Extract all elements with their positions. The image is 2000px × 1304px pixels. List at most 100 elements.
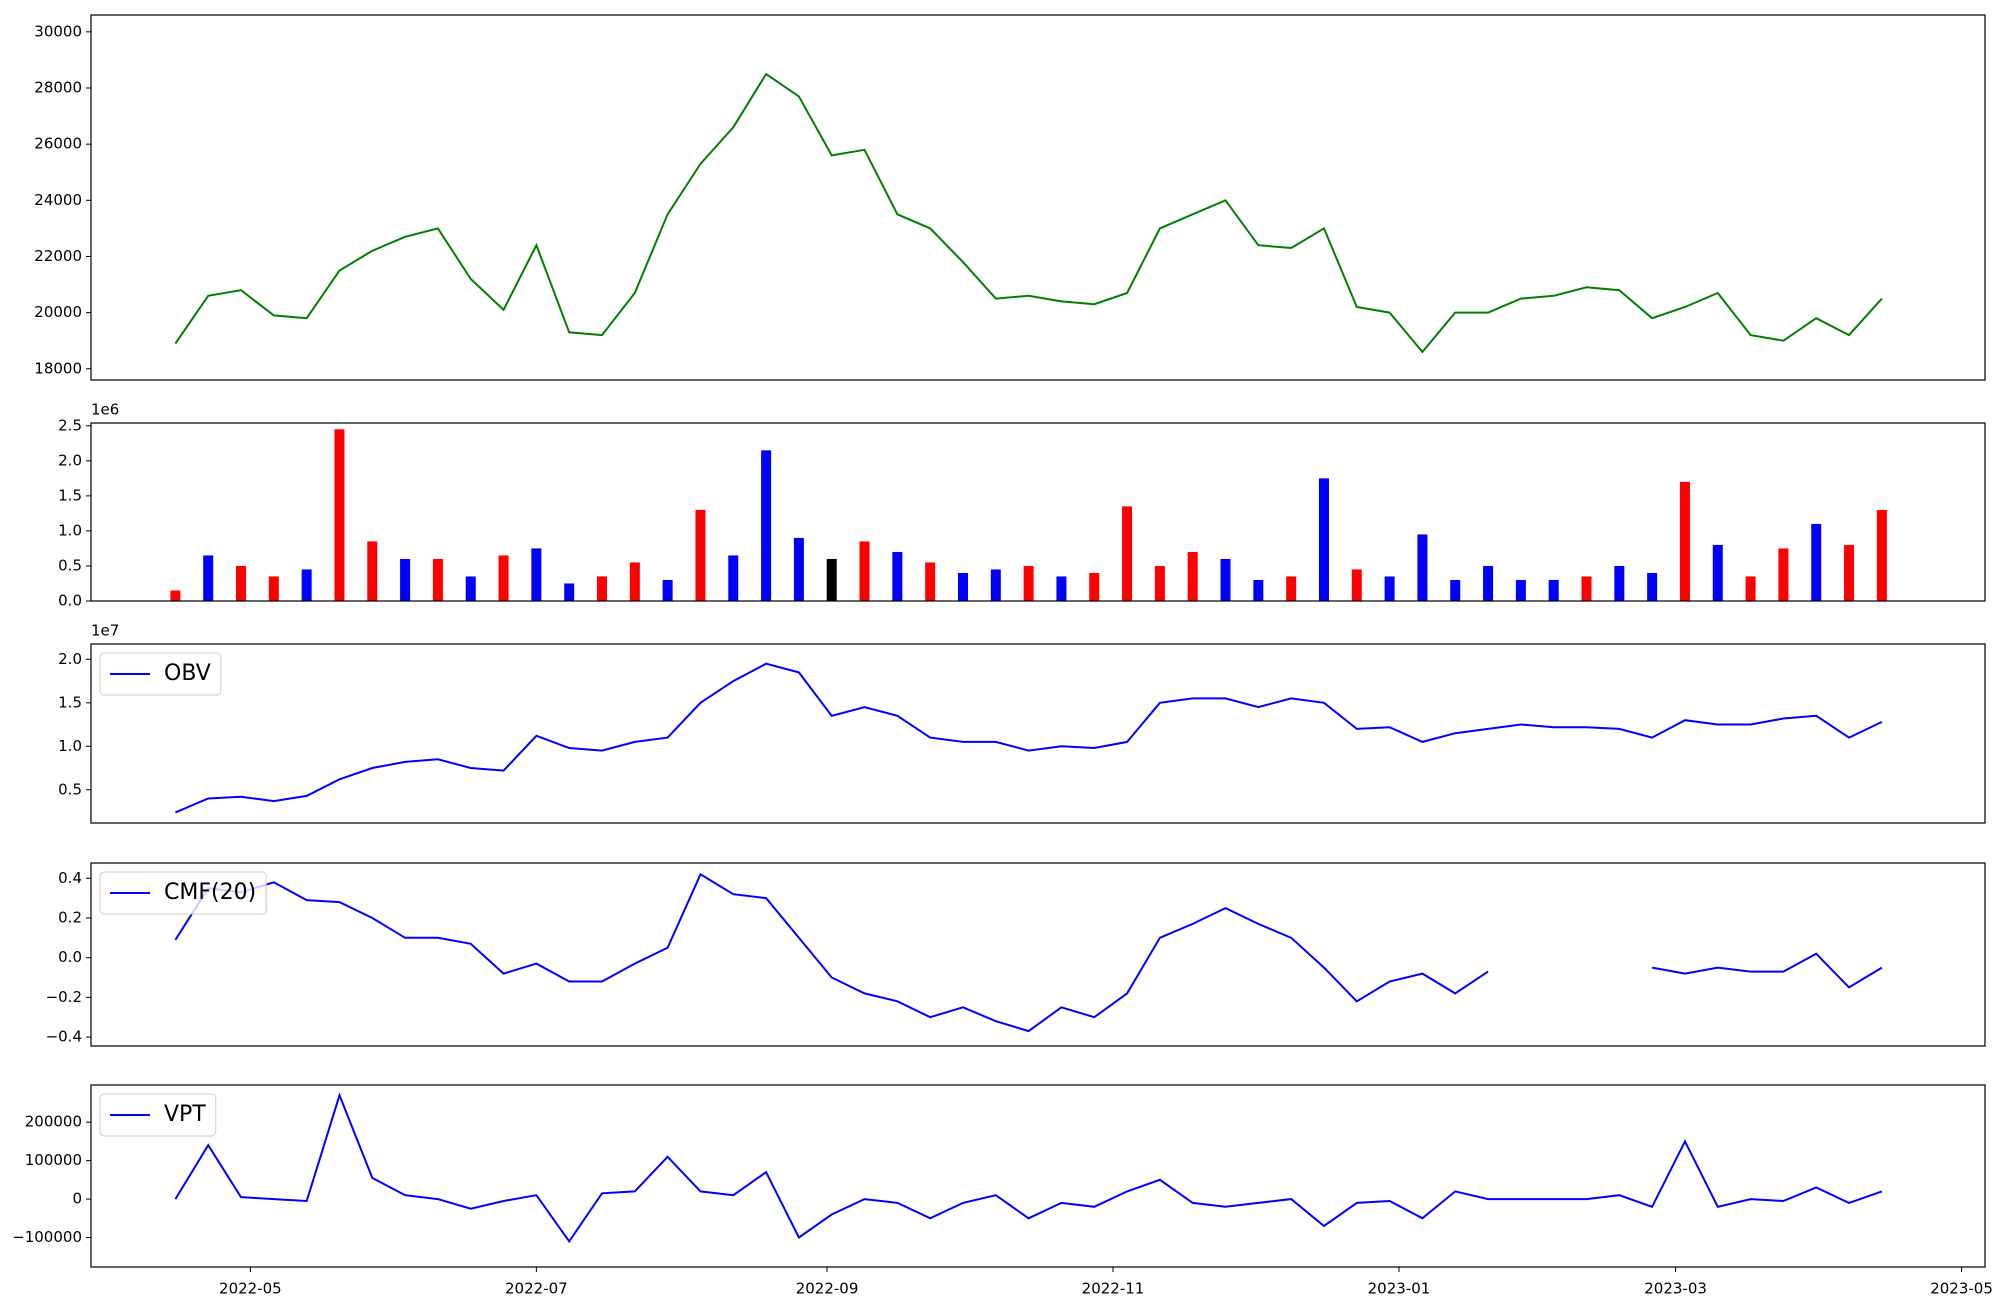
volume-bar	[564, 583, 575, 601]
legend-label: CMF(20)	[164, 880, 256, 905]
volume-bar	[1548, 579, 1559, 601]
y-tick-label: 20000	[34, 303, 82, 321]
volume-bar	[793, 537, 804, 601]
volume-bar	[498, 555, 509, 601]
volume-bar	[728, 555, 739, 601]
volume-bar	[1417, 534, 1428, 601]
x-tick-label: 2022-07	[505, 1280, 568, 1298]
volume-bar	[1056, 576, 1067, 601]
volume-bar	[1384, 576, 1395, 601]
x-tick-label: 2022-05	[219, 1280, 282, 1298]
legend-box	[99, 1093, 217, 1137]
y-tick-label: −100000	[12, 1228, 82, 1246]
y-tick-label: 0.2	[58, 908, 82, 926]
volume-bar	[925, 562, 936, 601]
volume-bar	[236, 565, 247, 601]
volume-bar	[1220, 558, 1231, 601]
volume-bar	[859, 541, 870, 601]
volume-bar	[1253, 579, 1264, 601]
volume-bar	[1089, 572, 1100, 601]
volume-bar	[1876, 509, 1887, 601]
y-tick-label: 30000	[34, 22, 82, 40]
volume-bar	[826, 558, 837, 601]
panel: −0.4 −0.2 0.0 0.2 0.4 CMF(20)	[46, 862, 1986, 1047]
legend-label: OBV	[164, 661, 211, 686]
x-tick-label: 2022-11	[1082, 1280, 1145, 1298]
volume-bar	[1154, 565, 1165, 601]
volume-bar	[662, 579, 673, 601]
y-tick-label: 2.0	[58, 451, 82, 469]
volume-bar	[1778, 548, 1789, 601]
series-line	[174, 872, 1883, 1033]
x-tick-label: 2023-01	[1368, 1280, 1431, 1298]
axis-offset-label: 1e7	[91, 622, 119, 640]
x-tick-label: 2023-03	[1644, 1280, 1707, 1298]
legend: VPT	[99, 1093, 217, 1137]
y-tick-label: 26000	[34, 135, 82, 153]
y-tick-label: 1.5	[58, 486, 82, 504]
y-tick-label: 0.5	[58, 556, 82, 574]
y-tick-label: 0.4	[58, 869, 82, 887]
volume-bar	[268, 576, 279, 601]
y-tick-label: 24000	[34, 191, 82, 209]
volume-bar	[761, 450, 772, 601]
volume-bar	[990, 569, 1001, 601]
volume-bar	[170, 590, 181, 601]
y-tick-label: 0	[72, 1190, 82, 1208]
series-line	[175, 662, 1883, 814]
series-line	[174, 1092, 1883, 1244]
panel: 0.0 0.5 1.0 1.5 2.0 2.5 1e6	[58, 401, 1986, 610]
volume-bar	[465, 576, 476, 601]
axes-frame	[90, 862, 1986, 1047]
y-tick-label: 18000	[34, 359, 82, 377]
y-tick-label: 2.0	[58, 650, 82, 668]
y-tick-label: 1.5	[58, 693, 82, 711]
legend: CMF(20)	[99, 871, 267, 915]
volume-bar	[1712, 544, 1723, 601]
volume-bar	[1581, 576, 1592, 601]
y-tick-label: 100000	[25, 1151, 82, 1169]
volume-bar	[957, 572, 968, 601]
volume-bar	[1647, 572, 1658, 601]
axes-frame	[90, 422, 1986, 602]
y-tick-label: 28000	[34, 79, 82, 97]
panel: 0.5 1.0 1.5 2.0 1e7 OBV	[58, 622, 1986, 824]
volume-bar	[1351, 569, 1362, 601]
series-line	[174, 72, 1883, 354]
volume-bar	[1286, 576, 1297, 601]
y-tick-label: −0.2	[46, 988, 82, 1006]
volume-bar	[1023, 565, 1034, 601]
y-tick-label: 200000	[25, 1113, 82, 1131]
y-tick-label: −0.4	[46, 1028, 82, 1046]
y-tick-label: 1.0	[58, 521, 82, 539]
volume-bar	[432, 558, 443, 601]
x-tick-label: 2022-09	[796, 1280, 859, 1298]
y-tick-label: 1.0	[58, 737, 82, 755]
volume-bar	[1515, 579, 1526, 601]
volume-bar	[1318, 478, 1329, 601]
legend-box	[99, 652, 222, 696]
volume-bar	[1483, 565, 1494, 601]
volume-bar	[1679, 481, 1690, 601]
volume-bar	[1844, 544, 1855, 601]
y-tick-label: 2.5	[58, 416, 82, 434]
volume-bar	[1811, 523, 1822, 601]
y-tick-label: 22000	[34, 247, 82, 265]
axis-offset-label: 1e6	[91, 401, 119, 419]
volume-bar	[1614, 565, 1625, 601]
axes-frame	[90, 1084, 1986, 1268]
volume-bar	[1187, 551, 1198, 601]
legend: OBV	[99, 652, 222, 696]
volume-bar	[367, 541, 378, 601]
volume-bar	[1745, 576, 1756, 601]
axes-frame	[90, 643, 1986, 824]
volume-bar	[334, 429, 345, 601]
y-tick-label: 0.0	[58, 592, 82, 610]
panel: 18000 20000 22000 24000 26000 28000 30000	[34, 14, 1986, 381]
volume-bar	[531, 548, 542, 601]
volume-bar	[892, 551, 903, 601]
legend-box	[99, 871, 267, 915]
y-tick-label: 0.5	[58, 780, 82, 798]
panel: −100000 0 100000 200000 2022-05 2022-07 2022-0…	[12, 1084, 1993, 1298]
